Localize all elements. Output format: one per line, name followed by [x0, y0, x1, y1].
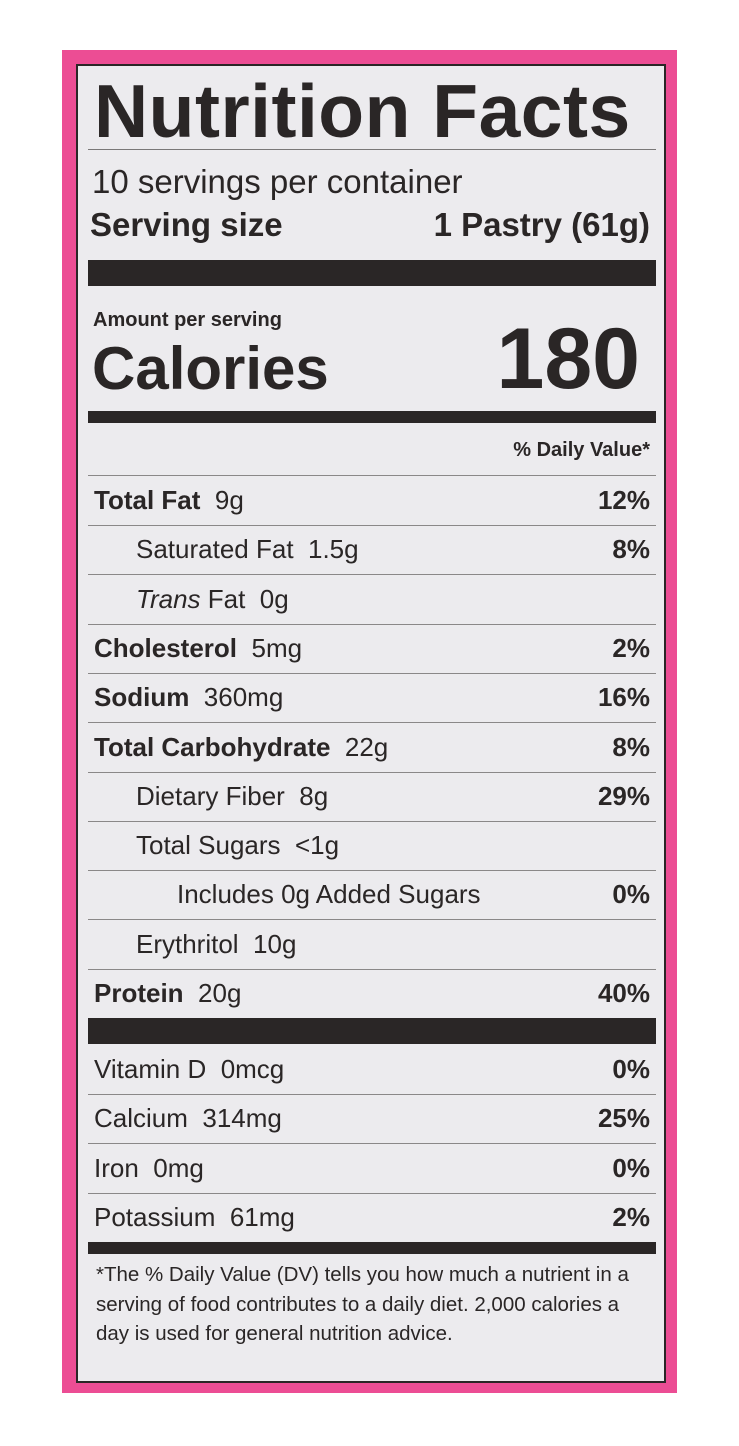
nutrient-row: Dietary Fiber 8g 29%: [88, 772, 656, 822]
serving-size-value: 1 Pastry (61g): [433, 206, 650, 243]
nutrient-label: Total Sugars: [136, 830, 281, 861]
vitamin-label: Calcium: [94, 1103, 188, 1134]
nutrition-facts-label: Nutrition Facts 10 servings per containe…: [76, 64, 666, 1383]
nutrient-label: Protein: [94, 978, 184, 1008]
nutrient-name: Erythritol 10g: [136, 929, 296, 960]
footnote: *The % Daily Value (DV) tells you how mu…: [96, 1263, 629, 1345]
vitamin-amount: 0mg: [153, 1152, 204, 1183]
nutrient-label: Sodium: [94, 682, 190, 713]
medium-divider: [88, 411, 656, 423]
vitamin-row: Vitamin D 0mcg 0%: [88, 1045, 656, 1095]
nutrient-name: Dietary Fiber 8g: [136, 781, 328, 812]
nutrient-name: Sodium 360mg: [94, 682, 283, 713]
nutrient-label: Cholesterol: [94, 632, 238, 663]
thick-divider: [88, 260, 656, 286]
serving-size-label: Serving size: [90, 206, 283, 243]
daily-value-header: % Daily Value*: [513, 439, 650, 461]
nutrient-dv: 12%: [597, 485, 650, 515]
divider: [88, 149, 656, 150]
vitamin-amount: 61mg: [229, 1201, 295, 1232]
thick-divider: [88, 1018, 656, 1044]
vitamin-label: Iron: [94, 1152, 139, 1183]
nutrient-dv: 2%: [612, 632, 650, 663]
nutrient-dv: 16%: [597, 682, 650, 713]
nutrient-row: Total Carbohydrate 22g 8%: [88, 723, 656, 773]
nutrient-name: Trans Fat 0g: [136, 584, 289, 615]
nutrient-row: Cholesterol 5mg 2%: [88, 624, 656, 674]
nutrient-name: Total Sugars <1g: [136, 830, 339, 861]
vitamin-dv: 2%: [612, 1201, 650, 1232]
nutrient-dv: 29%: [597, 780, 650, 811]
nutrient-amount: <1g: [294, 830, 340, 861]
servings-per-container: 10 servings per container: [92, 163, 463, 200]
label-title: Nutrition Facts: [94, 69, 631, 153]
calories-label: Calories: [92, 335, 329, 402]
nutrient-name: Includes 0g Added Sugars: [177, 879, 481, 910]
nutrient-amount: 8g: [299, 780, 329, 811]
nutrient-name: Protein 20g: [94, 978, 241, 1009]
nutrient-amount: 20g: [198, 978, 242, 1008]
vitamin-dv: 0%: [612, 1054, 650, 1084]
nutrient-row: Erythritol 10g: [88, 920, 656, 970]
nutrient-dv: 40%: [597, 978, 650, 1008]
divider: [88, 475, 656, 476]
nutrient-label: Dietary Fiber: [136, 780, 285, 811]
vitamin-label: Potassium: [94, 1201, 216, 1232]
medium-divider: [88, 1242, 656, 1254]
nutrient-name: Cholesterol 5mg: [94, 633, 302, 664]
nutrient-row: Trans Fat 0g: [88, 575, 656, 625]
nutrient-name: Total Fat 9g: [94, 485, 244, 516]
vitamin-row: Calcium 314mg 25%: [88, 1094, 656, 1145]
nutrient-label: Total Carbohydrate: [94, 731, 331, 762]
nutrient-amount: 9g: [214, 485, 244, 515]
nutrient-label: Erythritol: [136, 928, 239, 959]
nutrient-row: Sodium 360mg 16%: [88, 673, 656, 724]
nutrient-amount: 0g: [259, 583, 289, 614]
nutrient-label: Includes 0g Added Sugars: [177, 879, 481, 910]
nutrient-dv: 8%: [612, 731, 650, 762]
vitamin-name: Iron 0mg: [94, 1153, 204, 1184]
nutrient-amount: 22g: [344, 731, 389, 762]
nutrient-label: Fat: [207, 583, 246, 614]
vitamin-name: Calcium 314mg: [94, 1103, 282, 1134]
vitamin-row: Potassium 61mg 2%: [88, 1193, 656, 1242]
nutrient-dv: 0%: [612, 879, 650, 910]
vitamin-name: Potassium 61mg: [94, 1202, 295, 1233]
vitamin-dv: 0%: [612, 1152, 650, 1183]
nutrient-row: Total Sugars <1g: [88, 821, 656, 872]
nutrient-row: Total Fat 9g 12%: [88, 476, 656, 526]
nutrient-name: Saturated Fat 1.5g: [136, 534, 359, 565]
vitamin-amount: 0mcg: [220, 1054, 285, 1084]
nutrient-amount: 5mg: [251, 632, 303, 663]
vitamin-dv: 25%: [597, 1103, 650, 1134]
calories-value: 180: [496, 311, 641, 407]
nutrient-dv: 8%: [612, 534, 650, 565]
nutrient-row: Protein 20g 40%: [88, 969, 656, 1018]
vitamin-name: Vitamin D 0mcg: [94, 1054, 284, 1085]
vitamin-label: Vitamin D: [94, 1054, 207, 1084]
nutrient-row: Saturated Fat 1.5g 8%: [88, 525, 656, 576]
nutrient-name-italic: Trans: [136, 583, 201, 614]
nutrient-amount: 360mg: [203, 682, 284, 713]
nutrient-name: Total Carbohydrate 22g: [94, 732, 388, 763]
nutrient-amount: 1.5g: [308, 534, 359, 565]
amount-per-serving: Amount per serving: [93, 309, 282, 331]
nutrient-label: Total Fat: [94, 485, 201, 515]
vitamin-row: Iron 0mg 0%: [88, 1144, 656, 1194]
nutrient-amount: 10g: [253, 928, 297, 959]
nutrient-row: Includes 0g Added Sugars 0%: [88, 870, 656, 921]
vitamin-amount: 314mg: [202, 1103, 282, 1134]
nutrient-label: Saturated Fat: [136, 534, 294, 565]
